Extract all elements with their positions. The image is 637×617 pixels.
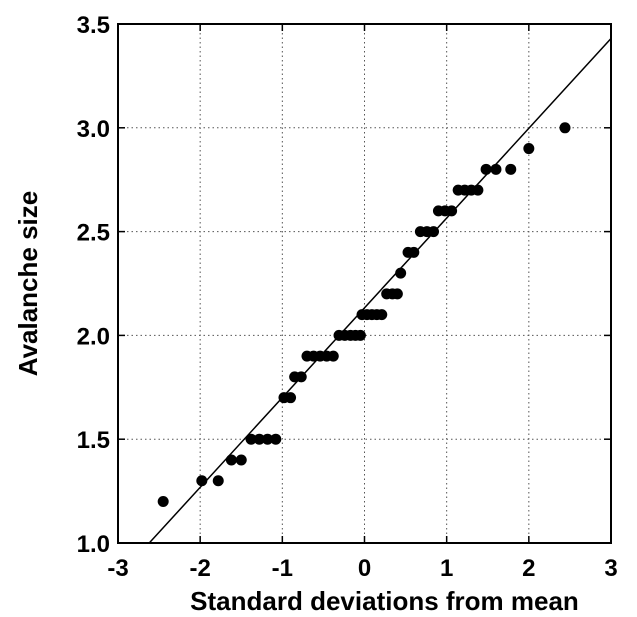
y-tick-label: 1.0 (77, 531, 110, 558)
data-point (245, 433, 257, 445)
data-point (428, 226, 440, 238)
fit-line (148, 38, 612, 544)
data-point (212, 475, 224, 487)
x-tick-labels: -3 -2 -1 0 1 2 3 (107, 555, 617, 582)
data-point (505, 163, 517, 175)
x-tick-label: -3 (107, 555, 128, 582)
data-point (472, 184, 484, 196)
data-point (446, 205, 458, 217)
data-point (270, 433, 282, 445)
fit-line-group (148, 38, 612, 544)
y-tick-labels: 1.0 1.5 2.0 2.5 3.0 3.5 (77, 12, 110, 558)
data-point (354, 329, 366, 341)
data-point (480, 163, 492, 175)
data-point (225, 454, 237, 466)
data-point (559, 122, 571, 134)
x-tick-label: -1 (272, 555, 293, 582)
data-point (523, 143, 535, 155)
x-tick-label: 0 (358, 555, 371, 582)
y-axis-label: Avalanche size (13, 191, 43, 376)
data-points (157, 122, 571, 507)
x-tick-label: 2 (522, 555, 535, 582)
data-point (262, 433, 274, 445)
y-tick-label: 2.5 (77, 220, 110, 247)
data-point (490, 163, 502, 175)
data-point (295, 371, 307, 383)
y-tick-label: 3.0 (77, 116, 110, 143)
axis-ticks (117, 23, 612, 544)
x-tick-label: -2 (189, 555, 210, 582)
x-tick-label: 1 (440, 555, 453, 582)
data-point (376, 309, 388, 321)
data-point (157, 495, 169, 507)
y-tick-label: 2.0 (77, 323, 110, 350)
y-tick-label: 3.5 (77, 12, 110, 39)
data-point (408, 246, 420, 258)
data-point (285, 392, 297, 404)
data-point (253, 433, 265, 445)
data-point (391, 288, 403, 300)
y-tick-label: 1.5 (77, 427, 110, 454)
grid-lines (118, 24, 611, 543)
data-point (395, 267, 407, 279)
data-point (235, 454, 247, 466)
x-axis-label: Standard deviations from mean (190, 586, 579, 616)
x-tick-label: 3 (604, 555, 617, 582)
data-point (196, 475, 208, 487)
data-point (327, 350, 339, 362)
